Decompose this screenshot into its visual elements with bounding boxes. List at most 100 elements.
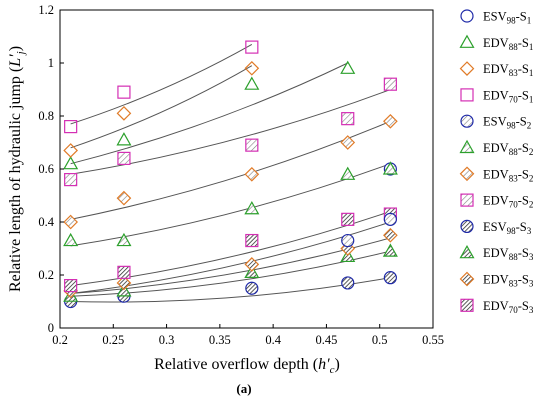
legend-item: EDV83-S3	[459, 271, 534, 289]
data-point	[64, 119, 78, 134]
data-point	[245, 233, 259, 248]
legend-item: EDV70-S3	[460, 298, 534, 315]
data-point	[116, 232, 132, 247]
data-point	[341, 233, 355, 248]
trend-line	[70, 65, 253, 149]
data-point	[244, 201, 260, 215]
figure-caption: (a)	[236, 381, 251, 396]
legend-label: EDV83-S3	[483, 273, 534, 289]
legend-item: ESV98-S3	[460, 219, 532, 236]
data-point	[63, 214, 79, 230]
legend-label: EDV83-S2	[483, 167, 533, 183]
data-point	[383, 212, 397, 226]
data-point	[116, 132, 132, 146]
data-point	[63, 155, 79, 170]
y-axis-title-close: )	[7, 46, 24, 51]
legend-marker	[459, 271, 475, 287]
x-tick-label: 0.35	[209, 333, 231, 347]
legend-label: EDV70-S2	[483, 194, 533, 210]
x-axis-title: Relative overflow depth (h′c)	[154, 356, 340, 376]
data-point	[244, 257, 260, 272]
data-point	[63, 232, 79, 247]
y-tick-label: 0.4	[38, 215, 54, 229]
data-point	[340, 166, 356, 180]
legend-item: EDV83-S1	[459, 61, 533, 78]
data-point	[341, 276, 355, 290]
y-tick-label: 0	[48, 321, 54, 335]
y-axis-title-symbol: L′	[7, 54, 24, 68]
x-axis-title-close: )	[335, 356, 340, 373]
legend-marker	[459, 244, 475, 259]
data-point	[63, 143, 79, 158]
legend-marker	[460, 88, 474, 102]
legend-marker	[460, 193, 474, 207]
trend-line	[70, 44, 253, 125]
x-tick-label: 0.55	[422, 333, 444, 347]
legend: ESV98-S1 EDV88-S1 EDV83-S1 EDV70-S1 ESV98-S2…	[459, 9, 534, 315]
trend-line	[70, 89, 391, 175]
data-point	[245, 281, 259, 295]
data-point	[383, 271, 397, 285]
data-point	[116, 190, 132, 206]
legend-item: ESV98-S2	[460, 114, 531, 131]
data-point	[245, 40, 259, 54]
x-axis-title-symbol: h′	[318, 356, 330, 373]
data-point	[116, 275, 132, 291]
legend-label: ESV98-S3	[483, 220, 532, 236]
legend-label: ESV98-S1	[483, 10, 531, 26]
legend-label: EDV88-S1	[483, 36, 533, 52]
legend-label: EDV83-S1	[483, 62, 533, 78]
data-point	[383, 77, 397, 91]
legend-item: EDV88-S2	[459, 139, 533, 157]
data-point	[64, 173, 78, 187]
data-point	[382, 243, 398, 257]
data-point	[117, 85, 131, 99]
legend-marker	[460, 298, 474, 312]
data-point	[383, 113, 398, 129]
data-point	[244, 76, 260, 90]
y-tick-label: 1	[48, 56, 54, 70]
data-point	[340, 135, 356, 150]
x-axis: 0.2 0.25 0.3 0.35 0.4 0.45 0.5 0.55	[52, 324, 444, 347]
legend-label: EDV70-S1	[483, 88, 533, 104]
legend-marker	[459, 34, 475, 48]
legend-label: ESV98-S2	[483, 115, 531, 131]
data-point	[244, 166, 260, 182]
y-axis-title-text: Relative length of hydraulic jump (	[7, 67, 24, 292]
legend-label: EDV88-S3	[483, 246, 534, 262]
y-tick-label: 0.8	[38, 109, 54, 123]
y-axis-title-subscript: j	[15, 51, 27, 56]
x-tick-label: 0.25	[102, 333, 124, 347]
y-tick-label: 1.2	[38, 3, 54, 17]
legend-marker	[460, 114, 474, 128]
legend-marker	[459, 61, 475, 76]
marker-layer	[63, 40, 398, 309]
legend-label: EDV70-S3	[483, 299, 534, 315]
legend-marker	[459, 139, 475, 154]
x-tick-label: 0.45	[315, 333, 337, 347]
data-point	[383, 227, 398, 243]
x-tick-label: 0.3	[159, 333, 175, 347]
x-tick-label: 0.5	[372, 333, 388, 347]
x-tick-label: 0.4	[265, 333, 281, 347]
data-point	[340, 60, 356, 74]
legend-marker	[460, 9, 474, 23]
y-axis: 0 0.2 0.4 0.6 0.8 1 1.2	[38, 3, 64, 335]
y-axis-title: Relative length of hydraulic jump (L′j)	[7, 46, 27, 292]
legend-item: ESV98-S1	[460, 9, 531, 26]
data-point	[116, 106, 132, 121]
x-axis-title-text: Relative overflow depth (	[154, 356, 318, 373]
legend-item: EDV83-S2	[459, 166, 533, 183]
data-point	[341, 212, 355, 226]
data-point	[64, 279, 78, 293]
y-tick-label: 0.6	[38, 162, 54, 176]
data-point	[117, 151, 131, 165]
data-point	[245, 138, 259, 152]
x-tick-label: 0.2	[52, 333, 68, 347]
trendline-layer	[70, 44, 391, 303]
legend-item: EDV70-S1	[460, 88, 533, 104]
x-axis-title-subscript: c	[330, 364, 335, 376]
trend-line	[70, 120, 391, 220]
legend-marker	[459, 166, 475, 182]
